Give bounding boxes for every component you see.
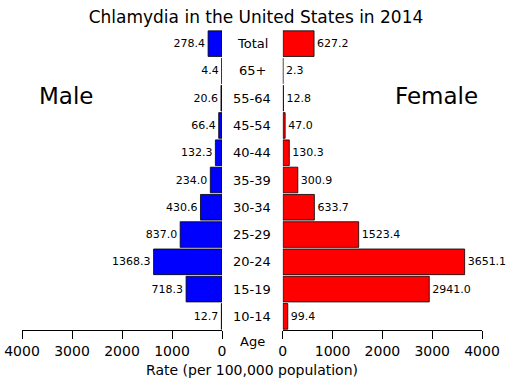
svg-text:15-19: 15-19 (233, 282, 271, 297)
svg-text:130.3: 130.3 (292, 146, 324, 159)
svg-text:627.2: 627.2 (317, 37, 348, 50)
svg-text:47.0: 47.0 (288, 119, 313, 132)
svg-text:Chlamydia in the United States: Chlamydia in the United States in 2014 (89, 7, 424, 27)
svg-text:Age: Age (240, 334, 265, 349)
svg-text:12.8: 12.8 (286, 92, 311, 105)
svg-text:Female: Female (395, 83, 478, 109)
svg-text:1000: 1000 (154, 343, 190, 359)
svg-text:132.3: 132.3 (181, 146, 213, 159)
svg-text:35-39: 35-39 (233, 173, 271, 188)
svg-text:2000: 2000 (104, 343, 140, 359)
svg-text:10-14: 10-14 (233, 309, 271, 324)
svg-text:4000: 4000 (464, 343, 500, 359)
svg-text:0: 0 (278, 343, 287, 359)
svg-text:278.4: 278.4 (174, 37, 206, 50)
svg-text:2941.0: 2941.0 (432, 283, 471, 296)
svg-text:430.6: 430.6 (166, 201, 198, 214)
svg-text:234.0: 234.0 (176, 174, 208, 187)
svg-text:4.4: 4.4 (201, 64, 219, 77)
svg-text:65+: 65+ (239, 63, 266, 78)
svg-text:1368.3: 1368.3 (112, 255, 151, 268)
svg-text:2000: 2000 (365, 343, 401, 359)
svg-text:25-29: 25-29 (233, 227, 271, 242)
svg-text:1523.4: 1523.4 (362, 228, 401, 241)
svg-text:12.7: 12.7 (194, 310, 219, 323)
svg-text:0: 0 (218, 343, 227, 359)
svg-text:3651.1: 3651.1 (468, 255, 507, 268)
svg-text:Male: Male (39, 83, 93, 109)
svg-text:300.9: 300.9 (301, 174, 333, 187)
svg-text:2.3: 2.3 (286, 64, 304, 77)
svg-text:66.4: 66.4 (191, 119, 216, 132)
svg-text:Total: Total (237, 36, 268, 51)
svg-text:3000: 3000 (54, 343, 90, 359)
svg-text:20-24: 20-24 (233, 254, 271, 269)
svg-text:633.7: 633.7 (317, 201, 349, 214)
svg-text:20.6: 20.6 (193, 92, 218, 105)
svg-text:99.4: 99.4 (291, 310, 316, 323)
svg-text:Rate (per 100,000 population): Rate (per 100,000 population) (146, 362, 358, 378)
svg-text:55-64: 55-64 (233, 91, 271, 106)
svg-text:837.0: 837.0 (146, 228, 178, 241)
svg-text:40-44: 40-44 (233, 145, 271, 160)
svg-text:30-34: 30-34 (233, 200, 271, 215)
svg-text:1000: 1000 (315, 343, 351, 359)
svg-text:3000: 3000 (414, 343, 450, 359)
svg-text:45-54: 45-54 (233, 118, 271, 133)
svg-text:718.3: 718.3 (152, 283, 184, 296)
svg-text:4000: 4000 (4, 343, 40, 359)
